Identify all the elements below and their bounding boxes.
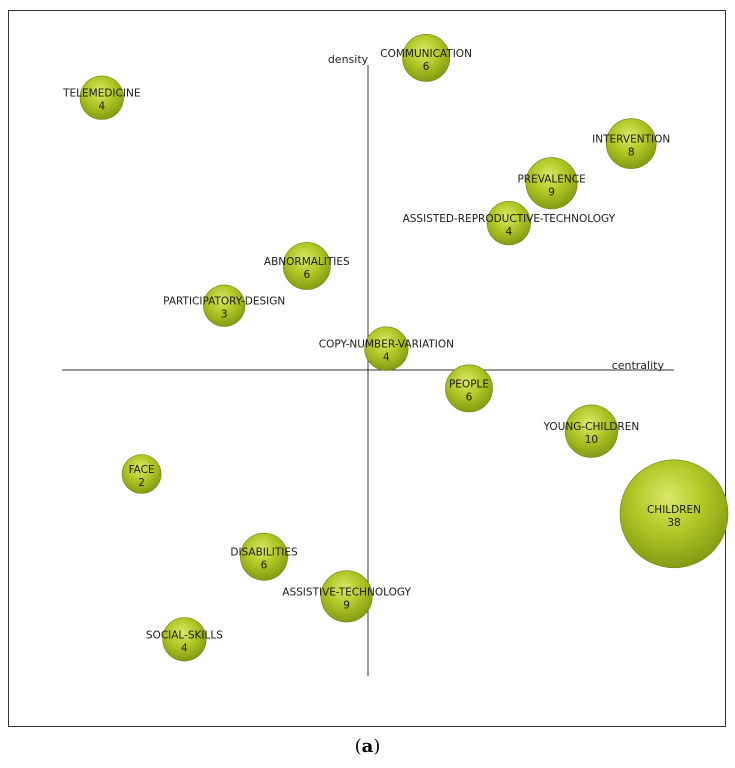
bubble-circle [619,459,729,569]
bubble-label: ASSISTIVE-TECHNOLOGY [282,586,411,598]
bubble-label: COPY-NUMBER-VARIATION [319,339,454,351]
figure-caption: (a) [0,736,735,757]
bubble-circle [486,201,531,246]
bubble-circle [121,454,162,494]
bubble-circle [203,284,246,327]
caption-open: ( [354,736,362,757]
bubble-label: ABNORMALITIES [264,256,350,268]
bubble-label: PEOPLE [449,378,489,390]
bubble-label: YOUNG-CHILDREN [543,421,640,433]
bubble-label: PREVALENCE [517,173,585,185]
bubble-label: TELEMEDICINE [62,88,140,100]
bubble-label: ASSISTED-REPRODUCTIVE-TECHNOLOGY [403,213,616,225]
bubble-count: 8 [628,147,635,159]
bubble-circle [605,118,657,169]
bubble-label: PARTICIPATORY-DESIGN [163,296,285,308]
bubble-circle [364,326,409,371]
bubble-count: 9 [548,186,555,198]
bubble-layer: COMMUNICATION6TELEMEDICINE4INTERVENTION8… [62,34,729,662]
bubble-label: COMMUNICATION [380,48,472,60]
x-axis-label: centrality [612,359,665,372]
bubble-label: FACE [129,464,155,476]
bubble-count: 6 [303,269,310,281]
bubble-label: SOCIAL-SKILLS [146,629,223,641]
bubble-count: 2 [138,477,145,489]
bubble-circle [402,34,451,82]
bubble-count: 4 [505,226,512,238]
bubble-count: 4 [181,642,188,654]
caption-label: a [361,736,374,757]
y-axis-label: density [328,53,369,66]
bubble-count: 4 [383,352,390,364]
bubble-circle [564,404,619,458]
bubble-count: 38 [667,517,680,529]
bubble-label: DISABILITIES [230,547,298,559]
bubble-circle [240,532,288,581]
bubble-circle [320,570,373,623]
bubble-count: 9 [343,599,350,611]
bubble-count: 4 [98,101,105,113]
bubble-circle [162,617,207,662]
bubble-circle [525,157,578,210]
caption-close: ) [373,736,381,757]
bubble-count: 6 [261,560,268,572]
bubble-circle [445,364,493,413]
bubble-circle [282,242,331,290]
bubble-count: 6 [423,61,430,73]
bubble-label: CHILDREN [647,504,701,516]
bubble-label: INTERVENTION [592,134,670,146]
bubble-circle [79,75,124,120]
bubble-count: 3 [221,309,228,321]
bubble-count: 10 [585,434,598,446]
bubble-count: 6 [466,391,473,403]
